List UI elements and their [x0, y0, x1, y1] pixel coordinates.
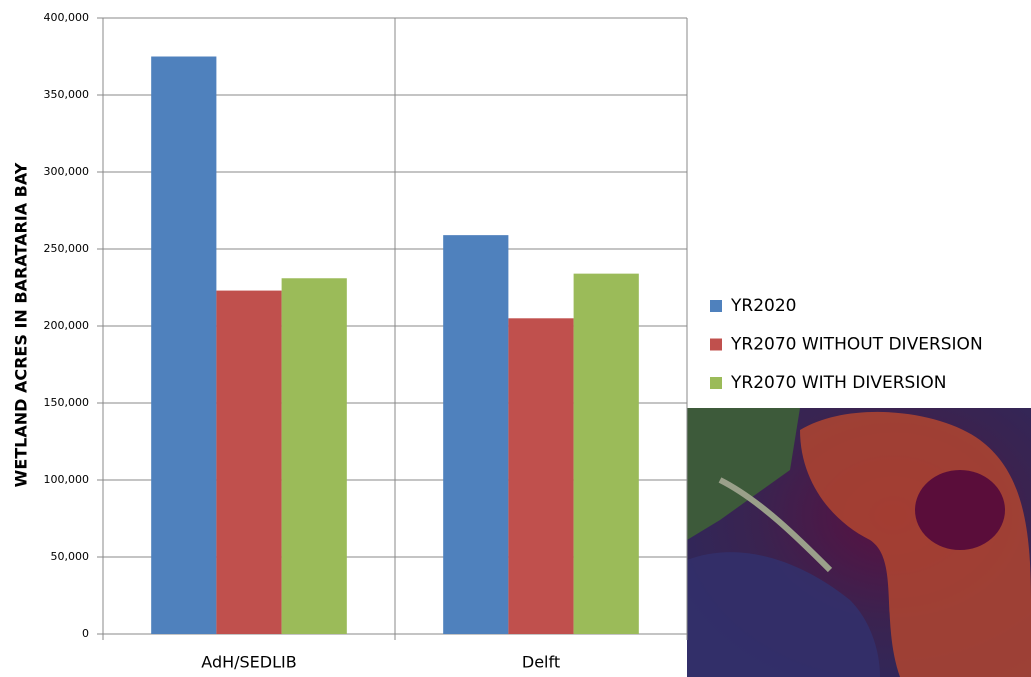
y-tick-label: 400,000 — [44, 11, 90, 24]
y-axis-label: WETLAND ACRES IN BARATARIA BAY — [12, 162, 31, 487]
bar — [216, 290, 282, 634]
x-tick-label: AdH/SEDLIB — [201, 653, 296, 672]
bar — [151, 56, 217, 634]
legend-label: YR2020 — [730, 296, 796, 316]
y-tick-label: 250,000 — [44, 242, 90, 255]
bar — [573, 273, 639, 634]
legend-swatch — [710, 338, 722, 351]
image-water — [687, 552, 880, 677]
y-tick-label: 200,000 — [44, 319, 90, 332]
y-tick-label: 300,000 — [44, 165, 90, 178]
bar — [281, 278, 347, 634]
image-land — [687, 408, 800, 540]
y-tick-label: 150,000 — [44, 396, 90, 409]
y-tick-label: 350,000 — [44, 88, 90, 101]
y-tick-label: 50,000 — [51, 550, 90, 563]
legend-swatch — [710, 300, 722, 312]
bar — [508, 318, 574, 634]
legend-swatch — [710, 377, 722, 389]
satellite-image — [687, 408, 1031, 677]
legend-label: YR2070 WITH DIVERSION — [730, 373, 946, 393]
legend-label: YR2070 WITHOUT DIVERSION — [730, 335, 983, 355]
y-tick-label: 100,000 — [44, 473, 90, 486]
x-tick-label: Delft — [522, 653, 560, 672]
image-lake — [915, 470, 1005, 550]
y-tick-label: 0 — [82, 627, 89, 640]
image-river — [718, 477, 833, 573]
bar — [443, 235, 509, 634]
